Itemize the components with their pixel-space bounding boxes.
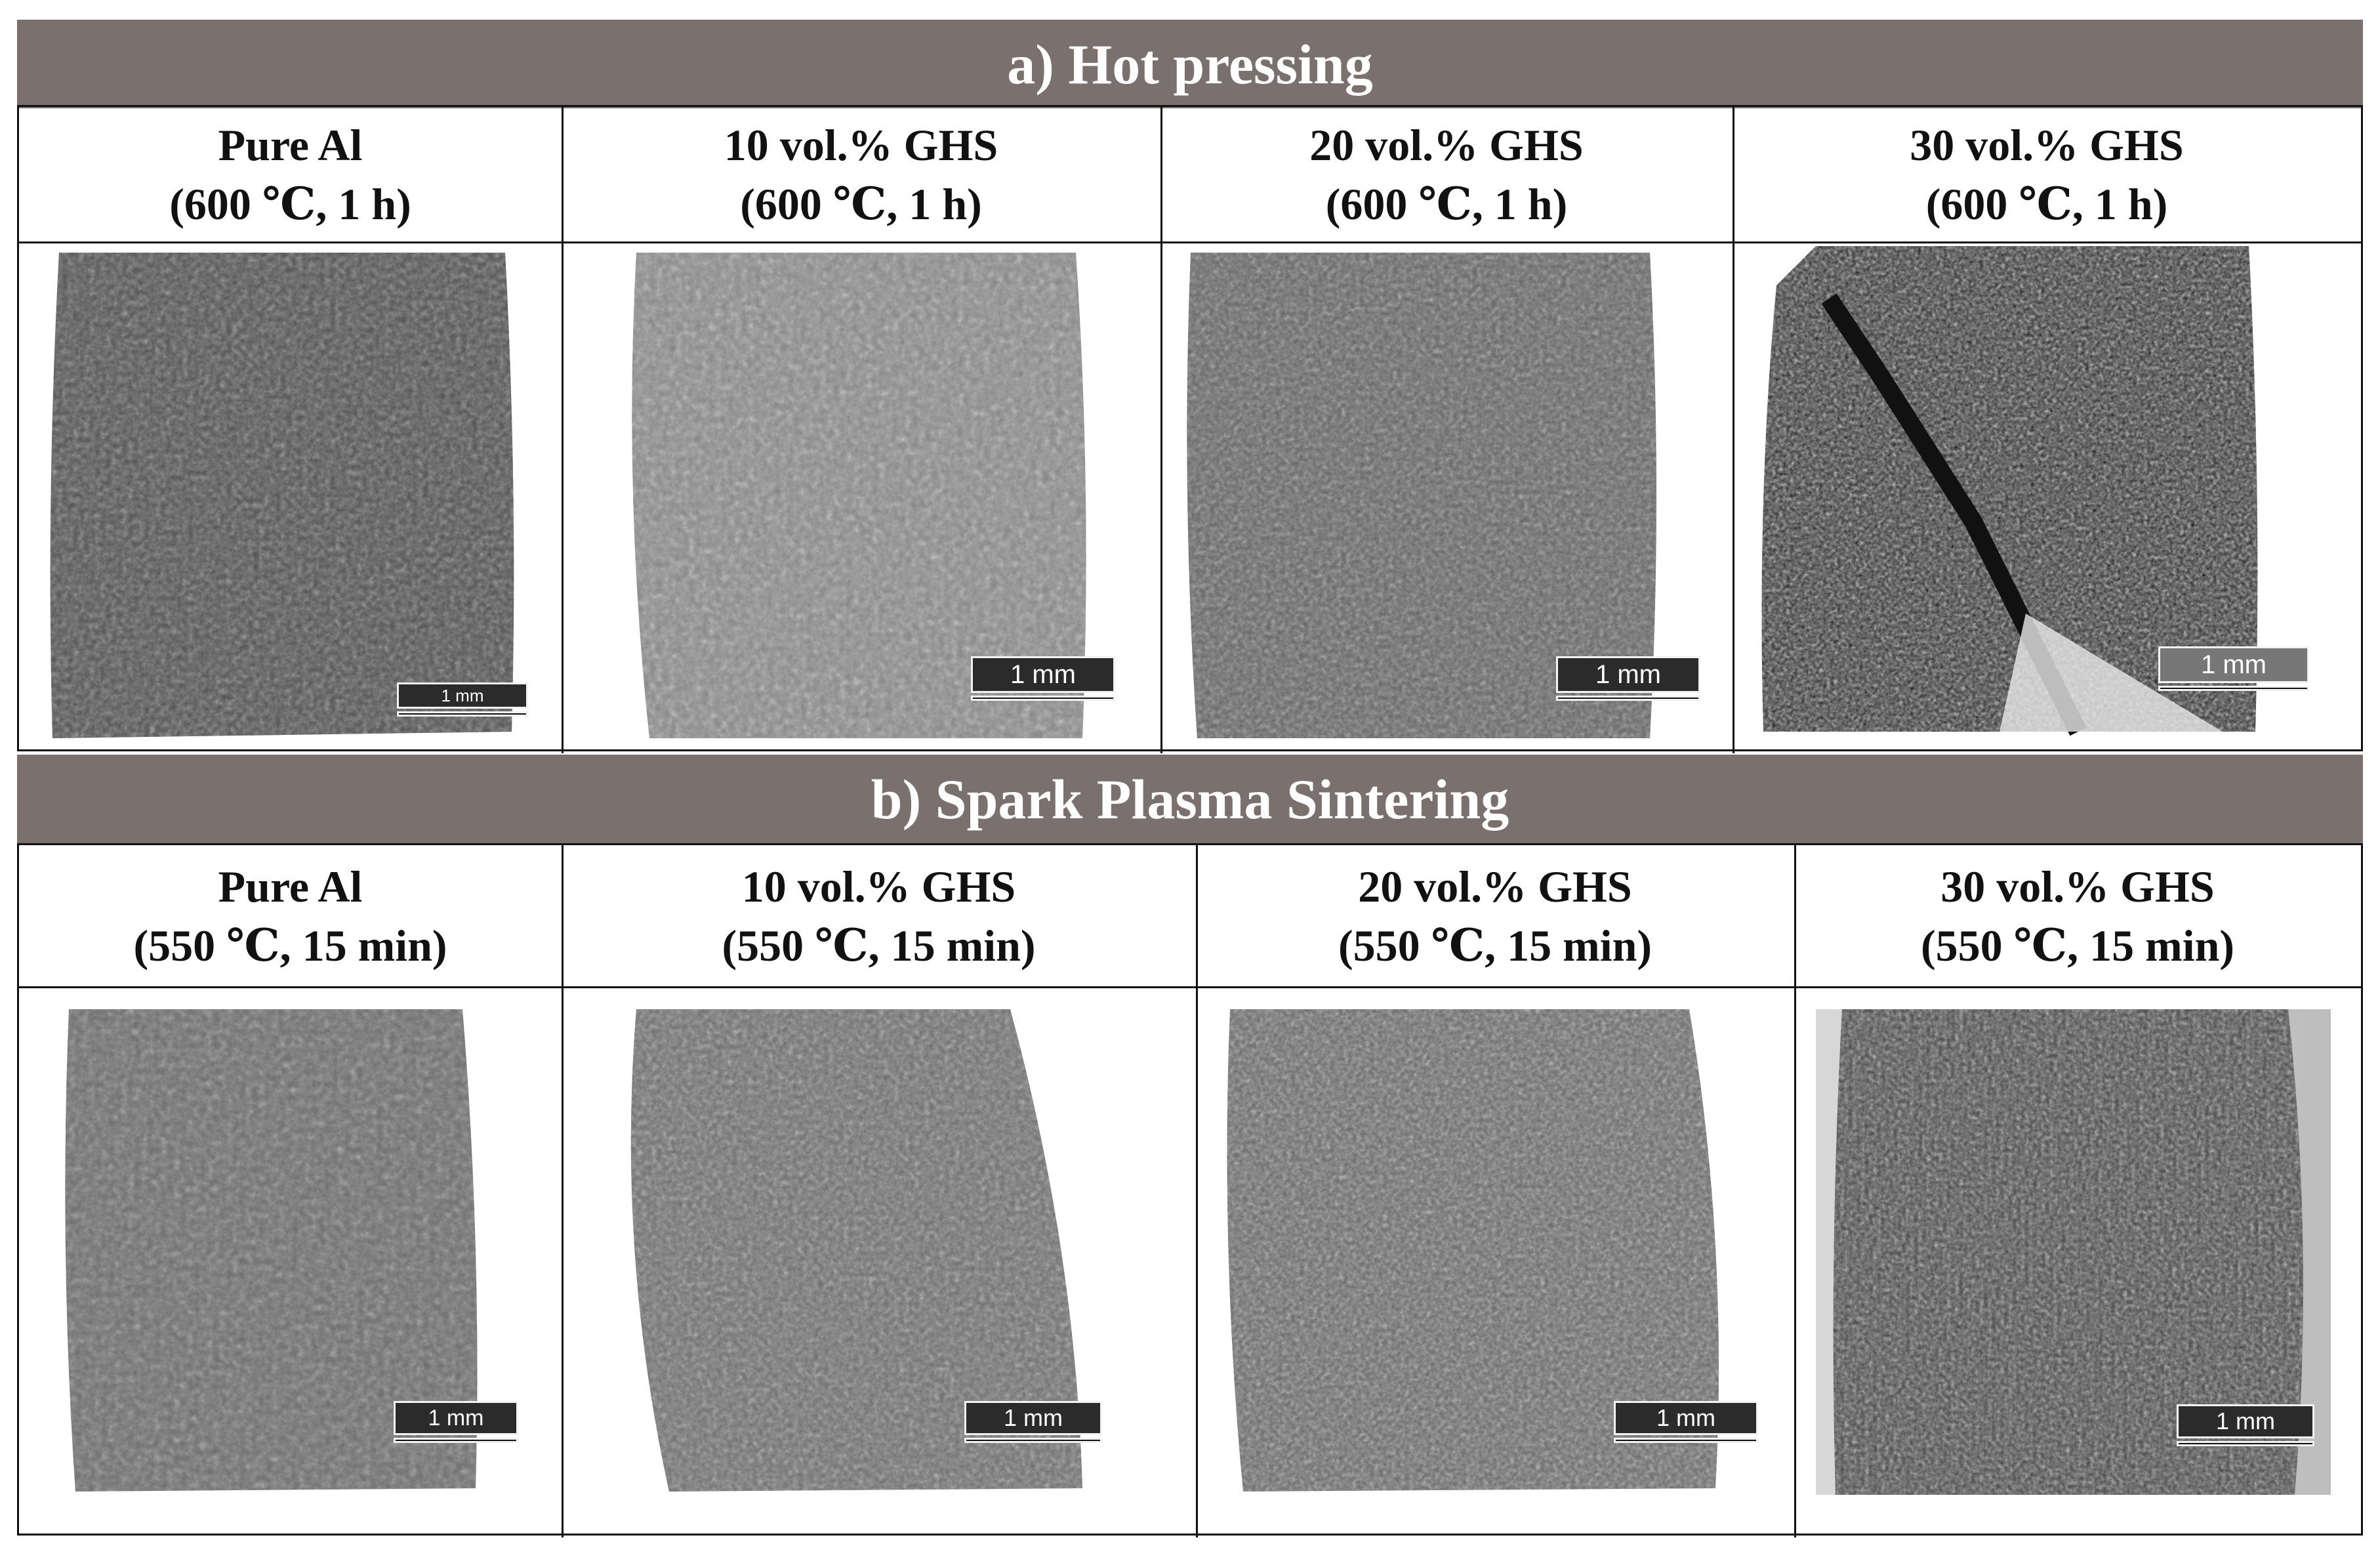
column-divider [1794, 845, 1796, 1537]
column-header: 30 vol.% GHS (600 ℃, 1 h) [1733, 107, 2361, 241]
process-condition: (600 ℃, 1 h) [169, 178, 411, 229]
sample-name: 10 vol.% GHS [741, 861, 1016, 911]
scale-label: 1 mm [971, 656, 1115, 693]
scale-label: 1 mm [394, 1401, 518, 1435]
scale-label: 1 mm [2158, 646, 2309, 683]
sample-name: Pure Al [218, 119, 363, 170]
column-header: 10 vol.% GHS (550 ℃, 15 min) [562, 845, 1196, 986]
column-header: Pure Al (600 ℃, 1 h) [19, 107, 562, 241]
section-b-header-row: Pure Al (550 ℃, 15 min) 10 vol.% GHS (55… [19, 845, 2361, 988]
scale-label: 1 mm [964, 1401, 1102, 1435]
scale-label: 1 mm [2177, 1404, 2314, 1438]
sample-name: 20 vol.% GHS [1309, 119, 1584, 170]
micrograph-a-30-ghs [1750, 246, 2275, 745]
column-divider [562, 107, 564, 753]
section-a-header-row: Pure Al (600 ℃, 1 h) 10 vol.% GHS (600 ℃… [19, 107, 2361, 243]
micrograph-b-20-ghs [1217, 1009, 1729, 1495]
section-b-title: b) Spark Plasma Sintering [17, 755, 2363, 843]
micrograph-a-20-ghs [1178, 246, 1676, 745]
column-divider [1196, 845, 1198, 1537]
micrograph-b-pure-al [56, 1009, 489, 1495]
scale-bar: 1 mm [397, 682, 528, 717]
scale-bar: 1 mm [394, 1401, 518, 1443]
column-header: 20 vol.% GHS (600 ℃, 1 h) [1160, 107, 1733, 241]
sample-name: 10 vol.% GHS [724, 119, 998, 170]
scale-label: 1 mm [1556, 656, 1700, 693]
process-condition: (550 ℃, 15 min) [1338, 920, 1652, 971]
section-b-grid: Pure Al (550 ℃, 15 min) 10 vol.% GHS (55… [17, 843, 2363, 1537]
scale-bar: 1 mm [1556, 656, 1700, 701]
process-condition: (600 ℃, 1 h) [1325, 178, 1568, 229]
scale-bar: 1 mm [964, 1401, 1102, 1443]
scale-bar: 1 mm [1614, 1401, 1758, 1443]
scale-bar: 1 mm [2158, 646, 2309, 691]
scale-bar: 1 mm [971, 656, 1115, 701]
sample-name: 30 vol.% GHS [1910, 119, 2184, 170]
micrograph-a-pure-al [46, 246, 518, 745]
micrograph-b-10-ghs [617, 1009, 1102, 1495]
process-condition: (550 ℃, 15 min) [1920, 920, 2235, 971]
section-a-title: a) Hot pressing [17, 20, 2363, 108]
micrograph-b-30-ghs [1816, 1009, 2331, 1495]
process-condition: (600 ℃, 1 h) [740, 178, 982, 229]
scale-bar: 1 mm [2177, 1404, 2314, 1446]
scale-label: 1 mm [397, 682, 528, 709]
column-divider [1160, 107, 1162, 753]
sample-name: Pure Al [218, 861, 363, 911]
micrograph-a-10-ghs [623, 246, 1096, 745]
sample-name: 20 vol.% GHS [1358, 861, 1632, 911]
column-divider [1733, 107, 1734, 753]
column-header: 30 vol.% GHS (550 ℃, 15 min) [1794, 845, 2361, 986]
scale-label: 1 mm [1614, 1401, 1758, 1435]
column-header: 10 vol.% GHS (600 ℃, 1 h) [562, 107, 1160, 241]
column-divider [562, 845, 564, 1537]
process-condition: (550 ℃, 15 min) [722, 920, 1036, 971]
section-a-grid: Pure Al (600 ℃, 1 h) 10 vol.% GHS (600 ℃… [17, 105, 2363, 753]
column-header: Pure Al (550 ℃, 15 min) [19, 845, 562, 986]
process-condition: (600 ℃, 1 h) [1925, 178, 2168, 229]
column-header: 20 vol.% GHS (550 ℃, 15 min) [1196, 845, 1794, 986]
sample-name: 30 vol.% GHS [1940, 861, 2215, 911]
process-condition: (550 ℃, 15 min) [133, 920, 447, 971]
